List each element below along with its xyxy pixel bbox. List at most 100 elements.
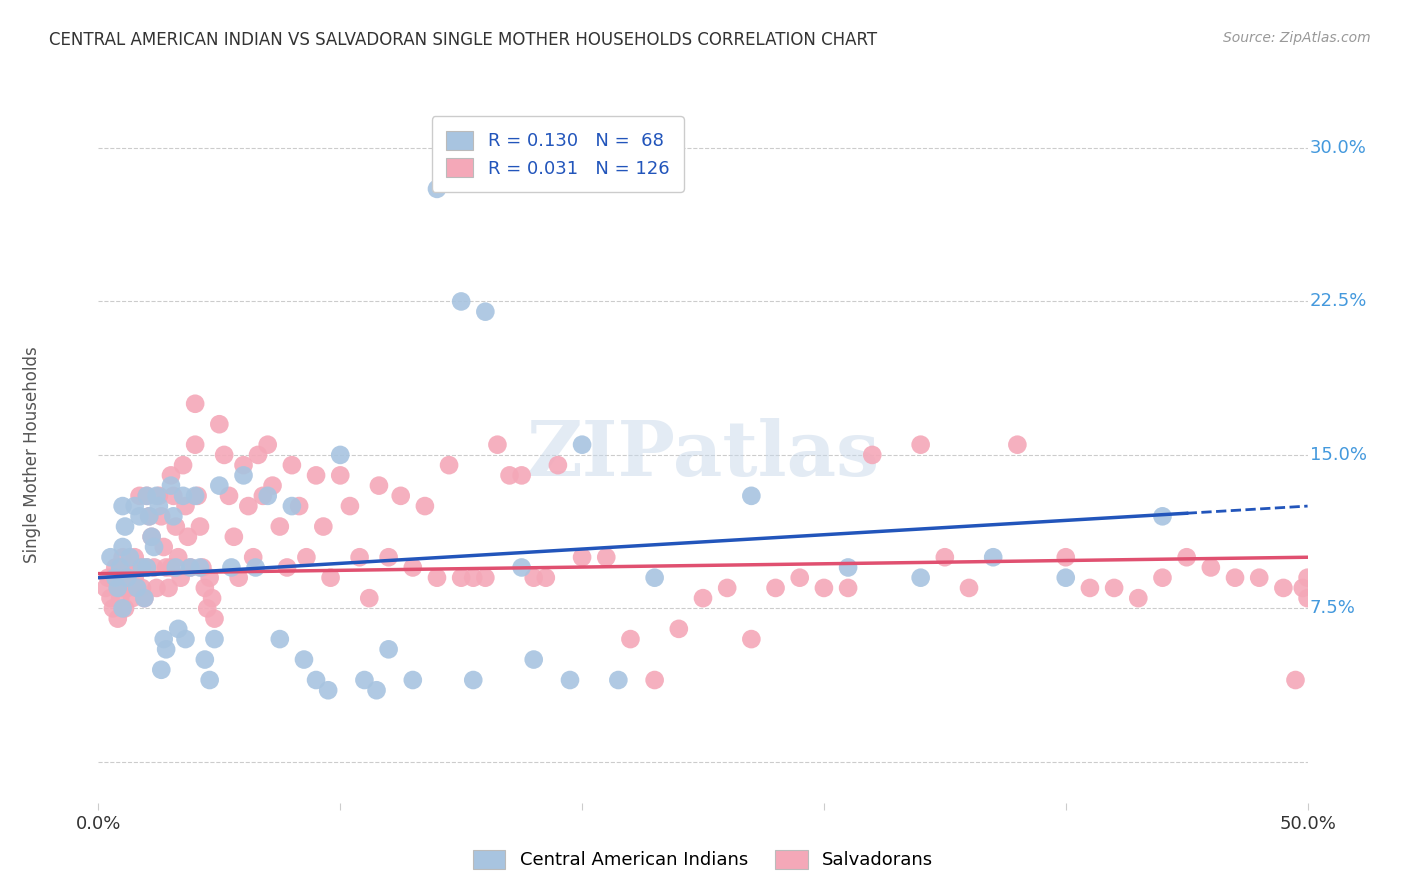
Point (114, 519, 136, 533)
Point (100, 591, 122, 606)
Point (957, 581, 980, 595)
Point (174, 499, 197, 513)
Point (252, 489, 274, 503)
Point (269, 519, 291, 533)
Point (523, 652, 546, 666)
Point (160, 468, 183, 483)
Point (121, 591, 143, 606)
Point (184, 489, 207, 503)
Point (107, 581, 129, 595)
Point (463, 571, 485, 585)
Point (107, 612, 129, 626)
Point (104, 560, 127, 574)
Point (1152, 571, 1174, 585)
Point (571, 550, 593, 565)
Point (150, 509, 173, 524)
Point (118, 550, 141, 565)
Point (124, 550, 146, 565)
Legend: Central American Indians, Salvadorans: Central American Indians, Salvadorans (464, 841, 942, 879)
Point (108, 591, 131, 606)
Point (981, 550, 1004, 565)
Text: 30.0%: 30.0% (1310, 139, 1367, 157)
Point (117, 571, 139, 585)
Point (463, 673, 485, 687)
Point (692, 591, 714, 606)
Point (547, 458, 569, 472)
Point (837, 581, 859, 595)
Point (111, 601, 134, 615)
Point (194, 581, 217, 595)
Point (162, 509, 184, 524)
Point (245, 560, 267, 574)
Point (135, 489, 157, 503)
Point (474, 304, 496, 318)
Point (498, 468, 520, 483)
Point (1296, 591, 1319, 606)
Point (426, 571, 449, 585)
Point (135, 489, 157, 503)
Point (179, 560, 201, 574)
Point (339, 499, 361, 513)
Point (94, 581, 117, 595)
Point (118, 560, 141, 574)
Point (716, 581, 738, 595)
Point (148, 499, 170, 513)
Point (145, 581, 167, 595)
Point (276, 560, 298, 574)
Point (134, 591, 156, 606)
Point (114, 560, 136, 574)
Point (228, 571, 250, 585)
Point (194, 652, 217, 666)
Point (1249, 571, 1271, 585)
Text: ZIPatlas: ZIPatlas (526, 418, 880, 491)
Point (145, 489, 167, 503)
Point (450, 571, 472, 585)
Point (1296, 571, 1319, 585)
Point (595, 550, 617, 565)
Point (262, 478, 284, 492)
Point (305, 468, 328, 483)
Point (167, 550, 190, 565)
Point (187, 489, 209, 503)
Point (204, 632, 226, 646)
Point (644, 673, 666, 687)
Point (644, 571, 666, 585)
Point (571, 438, 593, 452)
Point (426, 182, 449, 196)
Point (813, 581, 835, 595)
Point (167, 622, 190, 636)
Point (740, 489, 762, 503)
Point (256, 438, 278, 452)
Point (124, 571, 146, 585)
Point (131, 560, 153, 574)
Point (789, 571, 811, 585)
Point (198, 571, 221, 585)
Point (111, 499, 134, 513)
Point (349, 550, 371, 565)
Point (131, 560, 153, 574)
Point (127, 581, 149, 595)
Point (111, 540, 134, 554)
Point (143, 560, 166, 574)
Point (1284, 673, 1306, 687)
Point (619, 632, 641, 646)
Point (247, 448, 270, 462)
Point (191, 560, 214, 574)
Text: Source: ZipAtlas.com: Source: ZipAtlas.com (1223, 31, 1371, 45)
Point (169, 571, 191, 585)
Point (256, 489, 278, 503)
Text: 7.5%: 7.5% (1310, 599, 1355, 617)
Point (534, 571, 557, 585)
Point (108, 560, 131, 574)
Text: CENTRAL AMERICAN INDIAN VS SALVADORAN SINGLE MOTHER HOUSEHOLDS CORRELATION CHART: CENTRAL AMERICAN INDIAN VS SALVADORAN SI… (49, 31, 877, 49)
Point (131, 581, 153, 595)
Point (232, 468, 254, 483)
Point (860, 448, 883, 462)
Point (1175, 550, 1198, 565)
Text: Single Mother Households: Single Mother Households (22, 347, 41, 563)
Point (177, 530, 200, 544)
Point (135, 560, 157, 574)
Text: 22.5%: 22.5% (1310, 293, 1368, 310)
Point (910, 438, 932, 452)
Point (172, 489, 194, 503)
